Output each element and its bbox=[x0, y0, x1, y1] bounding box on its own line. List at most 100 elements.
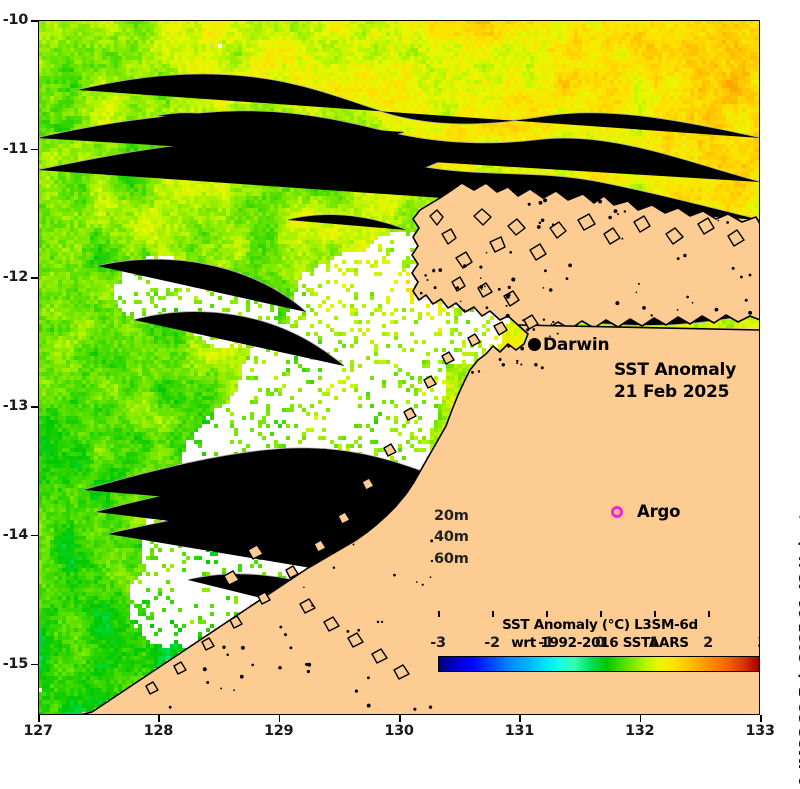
island-speck bbox=[507, 293, 511, 297]
colorbar-title-line1: SST Anomaly (°C) L3SM-6d bbox=[502, 617, 698, 633]
colorbar: SST Anomaly (°C) L3SM-6d wrt 1992-2016 S… bbox=[430, 611, 760, 672]
island-speck bbox=[520, 363, 523, 366]
island-speck bbox=[289, 646, 293, 650]
x-axis-tick-label: 130 bbox=[384, 723, 414, 739]
island-speck bbox=[676, 257, 680, 261]
bathymetry-depth-legend: 20m 40m 60m bbox=[434, 506, 469, 570]
coastal-detail-shape bbox=[473, 208, 492, 226]
x-axis-tick-label: 131 bbox=[504, 723, 535, 739]
island-speck bbox=[748, 273, 752, 277]
island-speck bbox=[413, 707, 417, 711]
coastal-detail-shape bbox=[529, 243, 547, 261]
colorbar-tick bbox=[492, 611, 494, 617]
map-title: SST Anomaly 21 Feb 2025 bbox=[614, 360, 736, 404]
depth-label-60m: 60m bbox=[434, 550, 469, 567]
darwin-city-label: Darwin bbox=[543, 335, 610, 355]
island-speck bbox=[481, 288, 483, 291]
island-speck bbox=[303, 586, 305, 589]
y-axis-tick-label: -13 bbox=[2, 398, 29, 415]
coastal-detail-shape bbox=[467, 333, 481, 347]
island-speck bbox=[430, 559, 434, 563]
y-axis-tick-label: -10 bbox=[2, 12, 29, 28]
coastal-detail-shape bbox=[493, 321, 508, 336]
island-speck bbox=[621, 237, 624, 240]
colorbar-tick bbox=[546, 611, 548, 617]
island-speck bbox=[526, 328, 530, 332]
coastal-detail-shape bbox=[247, 544, 264, 560]
island-speck bbox=[527, 202, 531, 206]
island-speck bbox=[505, 313, 510, 318]
island-speck bbox=[676, 309, 679, 311]
sst-anomaly-map-figure: SST Anomaly 21 Feb 2025 Darwin 20m 40m 6… bbox=[2, 12, 800, 789]
argo-float-marker-icon bbox=[611, 506, 623, 518]
coastal-detail-shape bbox=[665, 227, 684, 245]
coastal-detail-shape bbox=[383, 443, 397, 457]
island-speck bbox=[556, 332, 559, 335]
island-speck bbox=[220, 687, 223, 690]
island-speck bbox=[615, 301, 620, 306]
coastal-detail-group bbox=[145, 208, 745, 695]
coastal-detail-shape bbox=[423, 375, 437, 389]
y-axis-tick bbox=[31, 663, 38, 666]
coastal-detail-shape bbox=[577, 213, 596, 231]
island-speck bbox=[239, 674, 244, 679]
colorbar-tick-label: 3 bbox=[757, 635, 760, 651]
colorbar-tick-label: 2 bbox=[703, 635, 713, 651]
island-speck bbox=[623, 210, 627, 213]
x-axis-tick-label: 129 bbox=[263, 723, 294, 739]
island-speck bbox=[542, 287, 545, 289]
island-speck bbox=[551, 223, 555, 226]
island-speck bbox=[428, 705, 433, 709]
island-speck bbox=[538, 221, 542, 225]
island-speck bbox=[548, 288, 553, 292]
coastal-detail-shape bbox=[393, 664, 410, 680]
island-speck bbox=[568, 263, 572, 268]
island-speck bbox=[613, 209, 618, 214]
island-speck bbox=[421, 583, 424, 586]
coastal-detail-shape bbox=[603, 227, 621, 245]
y-axis-tick-label: -11 bbox=[2, 140, 29, 157]
x-axis-tick bbox=[639, 715, 642, 722]
island-speck bbox=[683, 253, 687, 258]
x-axis-tick bbox=[399, 715, 401, 722]
coastal-detail-shape bbox=[507, 218, 526, 236]
y-axis-tick bbox=[31, 406, 38, 408]
coastal-detail-shape bbox=[697, 217, 715, 235]
island-speck bbox=[714, 307, 719, 312]
landmass-polygon bbox=[79, 324, 760, 715]
y-axis-tick-label: -15 bbox=[2, 655, 29, 672]
island-speck bbox=[432, 269, 436, 273]
y-axis-tick bbox=[31, 277, 38, 279]
coastal-detail-shape bbox=[455, 251, 473, 269]
coastal-detail-shape bbox=[313, 539, 327, 553]
island-speck bbox=[463, 264, 467, 268]
island-speck bbox=[366, 676, 370, 680]
landmass-polygon bbox=[411, 182, 760, 333]
island-speck bbox=[393, 573, 396, 577]
coastal-detail-shape bbox=[633, 215, 651, 233]
bathymetry-contour-line bbox=[78, 74, 760, 138]
bathymetry-contour-line bbox=[134, 311, 344, 366]
island-speck bbox=[635, 291, 638, 294]
y-axis-tick-label: -14 bbox=[2, 526, 29, 543]
x-axis-tick-label: 127 bbox=[23, 723, 53, 739]
island-speck bbox=[456, 286, 460, 290]
island-speck bbox=[691, 301, 694, 304]
island-speck bbox=[251, 663, 254, 667]
island-speck bbox=[426, 279, 429, 281]
island-speck bbox=[366, 703, 371, 708]
x-axis-tick-label: 128 bbox=[143, 723, 174, 739]
island-speck bbox=[376, 620, 380, 624]
island-speck bbox=[598, 199, 602, 204]
coastal-detail-shape bbox=[361, 477, 375, 491]
island-speck bbox=[226, 653, 229, 656]
island-speck bbox=[202, 667, 207, 672]
bathymetry-contour-line bbox=[288, 215, 406, 230]
bathymetry-contour-line bbox=[98, 259, 306, 312]
x-axis-tick bbox=[278, 715, 281, 722]
island-speck bbox=[501, 363, 506, 367]
coastal-detail-shape bbox=[299, 598, 316, 614]
island-speck bbox=[484, 285, 486, 288]
coastal-detail-shape bbox=[371, 648, 388, 664]
island-speck bbox=[744, 298, 748, 302]
